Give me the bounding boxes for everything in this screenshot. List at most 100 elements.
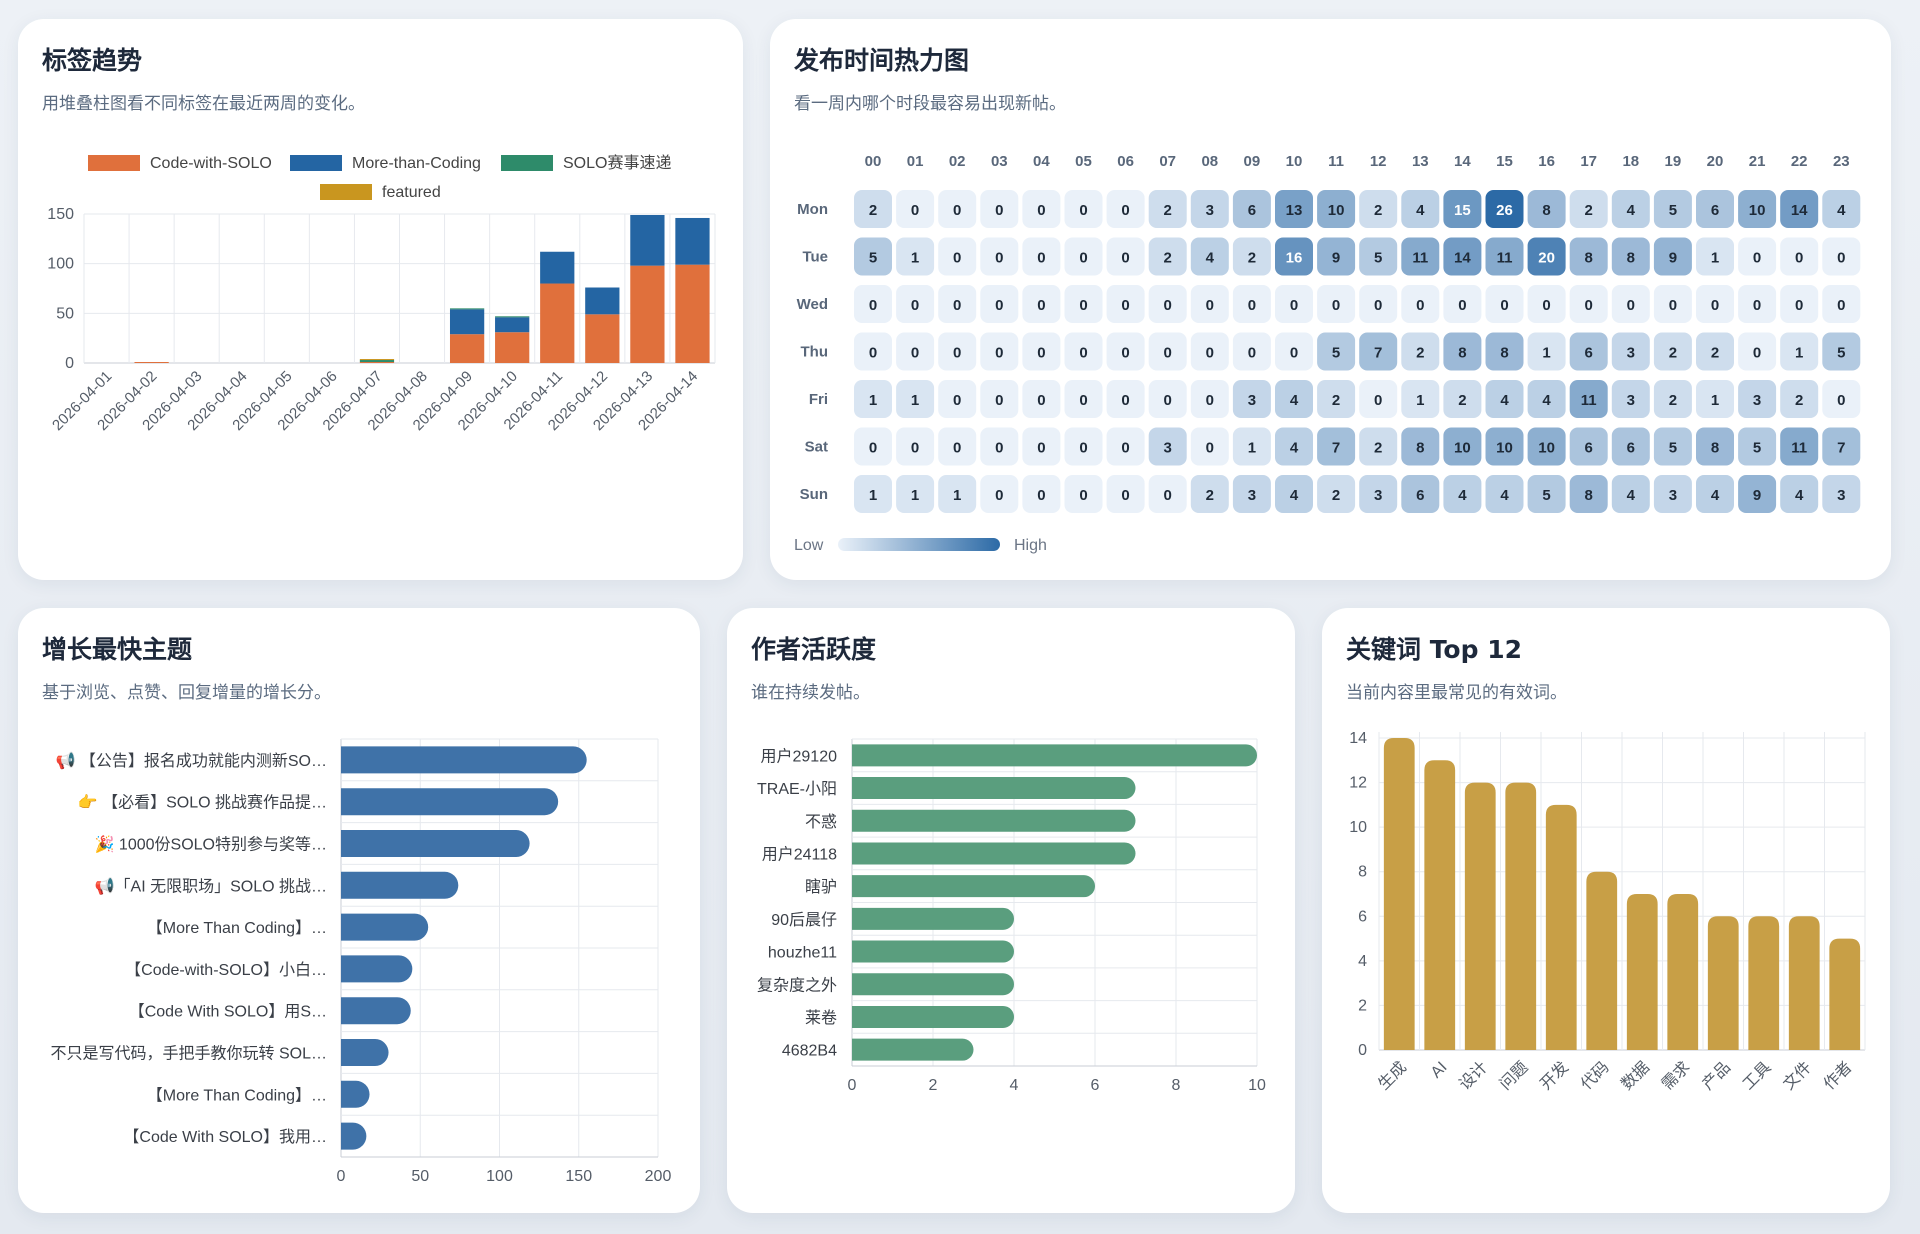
cell-value: 4 — [1500, 487, 1509, 504]
cell-value: 4 — [1627, 487, 1636, 504]
heat-cell — [1443, 475, 1482, 513]
y-tick-label: TRAE-小阳 — [757, 780, 837, 798]
bar-segment — [585, 314, 620, 363]
x-tick-label: 8 — [1172, 1077, 1181, 1094]
heat-cell — [1485, 475, 1524, 513]
heat-cell — [980, 427, 1019, 466]
cell-value: 0 — [1458, 297, 1466, 314]
bar — [341, 871, 459, 899]
heat-cell — [1317, 380, 1356, 418]
heat-cell — [1569, 190, 1608, 228]
cell-value: 8 — [1585, 487, 1593, 504]
heat-cell — [1232, 285, 1271, 323]
heat-cell — [1443, 427, 1482, 466]
hour-label: 11 — [1328, 153, 1344, 170]
heat-cell — [1780, 332, 1819, 371]
cell-value: 4 — [1290, 440, 1299, 457]
bar — [341, 830, 530, 857]
hour-label: 14 — [1454, 153, 1471, 170]
heat-cell — [1232, 475, 1271, 513]
x-tick-label: 0 — [337, 1168, 346, 1185]
y-tick-label: 14 — [1349, 730, 1367, 747]
cell-value: 0 — [1121, 202, 1129, 219]
cell-value: 0 — [1795, 297, 1803, 314]
heat-cell — [1738, 380, 1777, 418]
hour-label: 20 — [1707, 153, 1724, 170]
cell-value: 9 — [1332, 250, 1340, 267]
heat-cell — [1738, 332, 1777, 371]
card-subtitle: 谁在持续发帖。 — [751, 683, 870, 703]
cell-value: 8 — [1627, 250, 1635, 267]
heat-cell — [854, 475, 892, 513]
heat-cell — [1232, 332, 1271, 371]
bar-segment — [495, 316, 530, 318]
heat-cell — [1190, 427, 1229, 466]
cell-value: 3 — [1248, 392, 1256, 409]
cell-value: 2 — [1585, 202, 1593, 219]
heat-cell — [1190, 475, 1229, 513]
cell-value: 0 — [1037, 392, 1045, 409]
heat-cell — [854, 332, 892, 371]
x-tick-label: 生成 — [1375, 1058, 1410, 1093]
heat-cell — [854, 427, 892, 466]
heat-cell — [1443, 380, 1482, 418]
bar — [852, 1038, 974, 1061]
heat-cell — [1106, 332, 1145, 371]
heat-cell — [1653, 427, 1692, 466]
heat-cell — [1653, 475, 1692, 513]
hour-label: 04 — [1033, 153, 1050, 170]
heat-cell — [1822, 237, 1861, 276]
cell-value: 26 — [1496, 202, 1513, 219]
cell-value: 0 — [995, 440, 1003, 457]
cell-value: 8 — [1711, 440, 1719, 457]
bar — [341, 788, 559, 816]
heat-cell — [1401, 332, 1440, 371]
bar — [341, 1039, 389, 1066]
hour-label: 01 — [907, 153, 924, 170]
x-tick-label: 10 — [1248, 1077, 1266, 1094]
cell-value: 0 — [1037, 250, 1045, 267]
y-tick-label: 90后晨仔 — [771, 911, 837, 929]
heat-cell — [854, 190, 892, 228]
heat-cell — [1822, 285, 1861, 323]
bar — [341, 746, 587, 774]
cell-value: 13 — [1286, 202, 1303, 219]
cell-value: 0 — [953, 202, 961, 219]
heat-cell — [1527, 475, 1566, 513]
bar-segment — [449, 308, 485, 310]
cell-value: 6 — [1711, 202, 1719, 219]
cell-value: 6 — [1585, 440, 1593, 457]
heat-cell — [854, 380, 892, 418]
cell-value: 7 — [1837, 440, 1845, 457]
heat-cell — [1822, 475, 1861, 513]
heat-cell — [896, 190, 935, 228]
heat-cell — [1822, 380, 1861, 418]
legend-gradient-bar — [838, 538, 1000, 551]
cell-value: 4 — [1795, 487, 1804, 504]
cell-value: 3 — [1164, 440, 1172, 457]
heat-cell — [854, 285, 892, 323]
heat-cell — [1317, 237, 1356, 276]
heat-cell — [1569, 285, 1608, 323]
heat-cell — [1653, 237, 1692, 276]
heat-cell — [980, 190, 1019, 228]
cell-value: 0 — [1206, 440, 1214, 457]
cell-value: 11 — [1497, 250, 1513, 267]
keywords-card: 关键词 Top 12 当前内容里最常见的有效词。 0 2 4 6 8 10 12 14 生成 AI… — [1322, 608, 1890, 1213]
cell-value: 4 — [1837, 202, 1846, 219]
hour-label: 19 — [1665, 153, 1682, 170]
hour-label: 07 — [1159, 153, 1176, 170]
hour-label: 08 — [1201, 153, 1218, 170]
heat-cell — [980, 237, 1019, 276]
heat-cell — [1359, 427, 1398, 466]
cell-value: 1 — [1248, 440, 1256, 457]
author-activity-card: 作者活跃度 谁在持续发帖。 0 2 4 6 8 10 用户29120 TRAE-小阳 不惑 用户2… — [727, 608, 1295, 1213]
heat-cell — [1401, 237, 1440, 276]
bar — [1505, 782, 1537, 1050]
cell-value: 2 — [869, 202, 877, 219]
heat-cell — [1022, 285, 1061, 323]
heatmap-card: 发布时间热力图 看一周内哪个时段最容易出现新帖。 00 01 02 03 04 05 06 0… — [770, 19, 1891, 580]
hour-label: 15 — [1496, 153, 1513, 170]
y-tick-label: 0 — [65, 355, 74, 372]
cell-value: 0 — [1753, 345, 1761, 362]
